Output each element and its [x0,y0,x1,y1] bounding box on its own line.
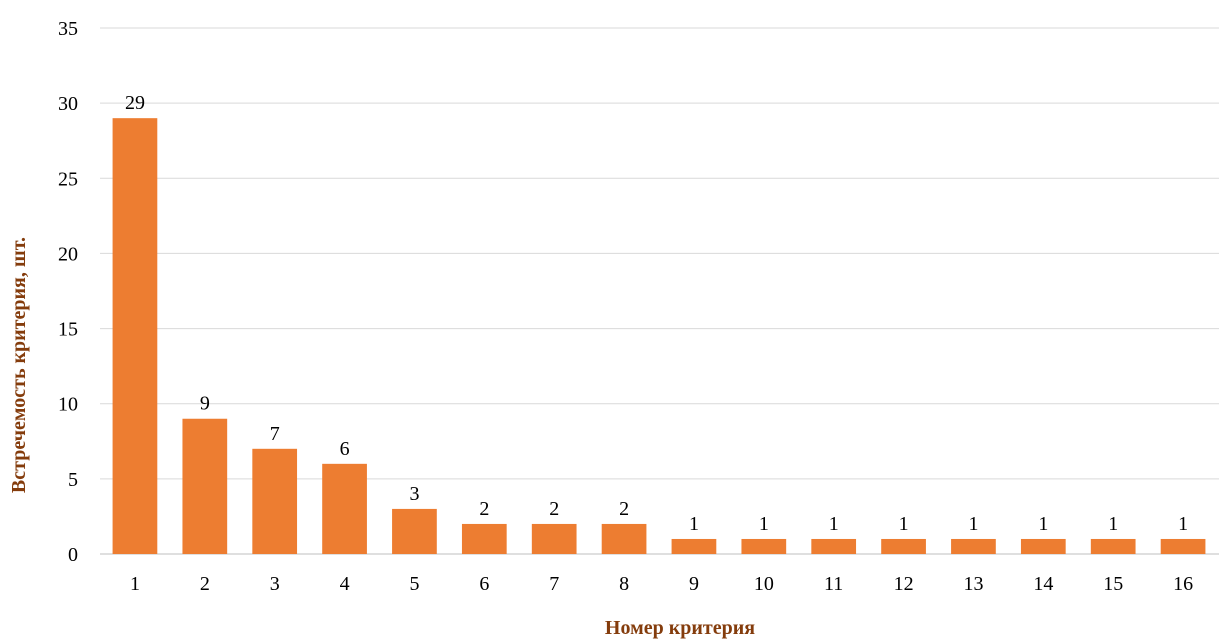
bar [1090,538,1136,554]
bar [811,538,857,554]
data-label: 1 [829,513,839,535]
x-tick-label: 11 [824,573,843,595]
x-tick-label: 10 [754,573,774,595]
x-tick-label: 14 [1033,573,1053,595]
data-label: 7 [270,423,280,445]
x-tick-label: 16 [1173,573,1193,595]
bar [741,538,787,554]
y-tick-label: 15 [58,319,78,341]
x-tick-label: 5 [409,573,419,595]
y-axis-ticks: 0 5 10 15 20 25 30 35 [58,18,78,566]
x-tick-label: 1 [130,573,140,595]
x-axis-title: Номер критерия [605,617,755,639]
x-tick-label: 3 [270,573,280,595]
data-label: 1 [1178,513,1188,535]
y-tick-label: 5 [68,469,78,491]
bars [112,118,1206,555]
bar [601,523,647,554]
data-label: 9 [200,393,210,415]
data-label: 1 [899,513,909,535]
bar [951,538,996,554]
bar [1020,538,1066,554]
data-label: 1 [689,513,699,535]
x-tick-label: 9 [689,573,699,595]
y-tick-label: 10 [58,394,78,416]
x-tick-label: 15 [1103,573,1123,595]
y-tick-label: 20 [58,243,78,265]
data-label: 1 [1038,513,1048,535]
data-label: 3 [409,483,419,505]
y-tick-label: 25 [58,168,78,190]
x-tick-label: 2 [200,573,210,595]
x-tick-label: 4 [340,573,350,595]
y-tick-label: 30 [58,93,78,115]
x-tick-label: 7 [549,573,559,595]
y-tick-label: 35 [58,18,78,40]
data-label: 29 [125,92,145,114]
bar [112,118,158,555]
data-label: 1 [759,513,769,535]
bar [1160,538,1206,554]
data-labels: 29 9 7 6 3 2 2 2 1 1 1 1 1 1 1 1 [125,92,1188,535]
data-label: 2 [619,498,629,520]
data-label: 2 [549,498,559,520]
bar [531,523,577,554]
y-tick-label: 0 [68,544,78,566]
x-tick-label: 12 [894,573,914,595]
bar [182,418,228,554]
bar [461,523,507,554]
bar [322,463,367,554]
bar [252,448,298,554]
x-axis-ticks: 1 2 3 4 5 6 7 8 9 10 11 12 13 14 15 16 [130,573,1193,595]
bar [392,508,437,554]
data-label: 2 [479,498,489,520]
data-label: 1 [968,513,978,535]
x-tick-label: 13 [963,573,983,595]
data-label: 1 [1108,513,1118,535]
y-axis-title: Встречемость критерия, шт. [8,237,30,493]
bar [671,538,717,554]
bar [881,538,926,554]
x-tick-label: 8 [619,573,629,595]
data-label: 6 [340,438,350,460]
x-tick-label: 6 [479,573,489,595]
